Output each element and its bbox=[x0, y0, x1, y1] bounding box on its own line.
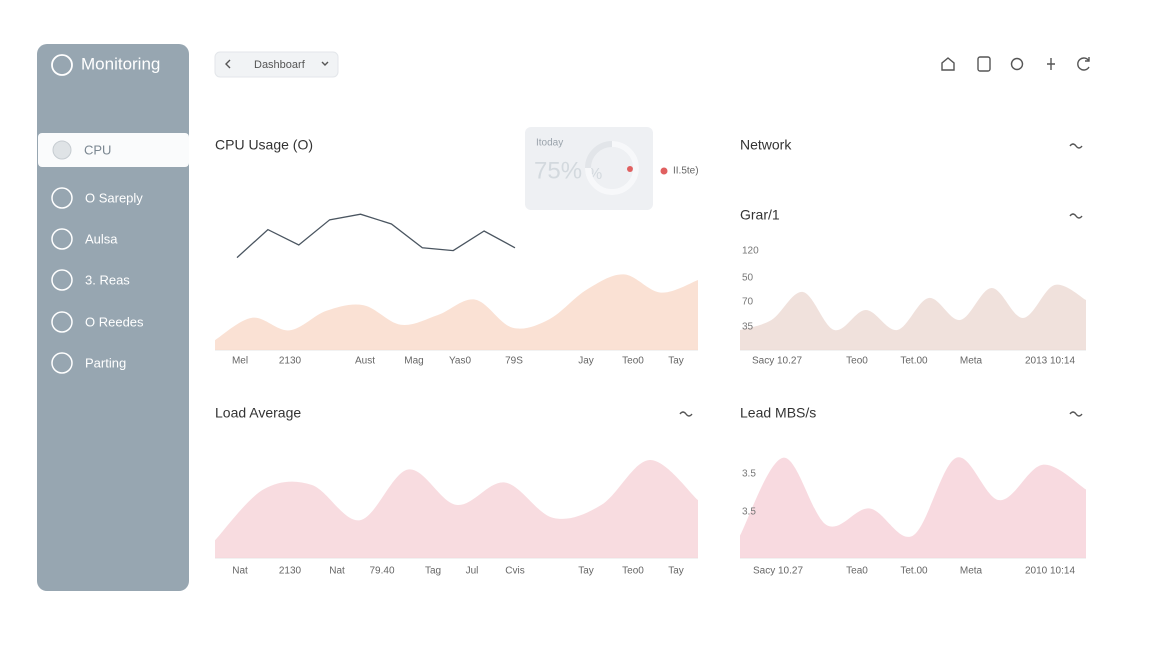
gauge-arc bbox=[585, 141, 639, 195]
x-tick-label: 2013 10:14 bbox=[1025, 356, 1075, 367]
logo bbox=[51, 54, 73, 76]
gauge-dot bbox=[627, 166, 633, 172]
nav-icon bbox=[52, 140, 72, 160]
x-tick-label: Tet.00 bbox=[900, 356, 928, 367]
x-tick-label: Nat bbox=[329, 566, 345, 577]
nav-item[interactable]: Aulsa bbox=[85, 231, 118, 246]
x-tick-label: Teo0 bbox=[846, 356, 868, 367]
area bbox=[740, 284, 1086, 350]
x-tick-label: Meta bbox=[960, 356, 983, 367]
panel-subtitle: Grar/1 bbox=[740, 207, 780, 223]
x-tick-label: Meta bbox=[960, 566, 983, 577]
breadcrumb-text: Dashboarf bbox=[254, 59, 306, 71]
x-tick-label: 79S bbox=[505, 356, 523, 367]
y-tick-label: 3.5 bbox=[742, 507, 756, 518]
toolbar-icons[interactable] bbox=[941, 56, 1090, 72]
gauge-value: 75% bbox=[534, 157, 582, 184]
x-tick-label: Tay bbox=[578, 566, 594, 577]
x-tick-label: Tay bbox=[668, 356, 684, 367]
legend-text: II.5te) bbox=[673, 166, 699, 177]
x-tick-label: Sacy 10.27 bbox=[753, 566, 803, 577]
x-tick-label: Mag bbox=[404, 356, 423, 367]
x-tick-label: 2130 bbox=[279, 566, 302, 577]
nav-item[interactable]: O Reedes bbox=[85, 314, 144, 329]
breadcrumb[interactable] bbox=[214, 51, 339, 78]
nav-item[interactable]: Parting bbox=[85, 355, 126, 370]
x-tick-label: 2010 10:14 bbox=[1025, 566, 1075, 577]
app-title: Monitoring bbox=[81, 54, 160, 73]
panel-title: Lead MBS/s bbox=[740, 405, 816, 421]
x-tick-label: Tag bbox=[425, 566, 441, 577]
x-tick-label: Sacy 10.27 bbox=[752, 356, 802, 367]
x-tick-label: Tet.00 bbox=[900, 566, 928, 577]
panel-title: CPU Usage (O) bbox=[215, 137, 313, 153]
breadcrumb-arrows bbox=[225, 59, 329, 69]
line bbox=[236, 213, 516, 259]
panel-title: Load Average bbox=[215, 405, 301, 421]
x-tick-label: Jul bbox=[466, 566, 479, 577]
x-tick-label: Teo0 bbox=[622, 356, 644, 367]
x-tick-label: Aust bbox=[355, 356, 375, 367]
x-tick-label: Tea0 bbox=[846, 566, 868, 577]
x-tick-label: Cvis bbox=[505, 566, 524, 577]
nav-item[interactable]: 3. Reas bbox=[85, 272, 130, 287]
nav-icons bbox=[51, 187, 73, 374]
y-tick-label: 3.5 bbox=[742, 469, 756, 480]
x-tick-label: Nat bbox=[232, 566, 248, 577]
x-tick-label: Mel bbox=[232, 356, 248, 367]
x-tick-label: 79.40 bbox=[369, 566, 394, 577]
panel-title: Network bbox=[740, 137, 792, 153]
nav-item[interactable]: O Sareply bbox=[85, 190, 143, 205]
x-tick-label: Yas0 bbox=[449, 356, 471, 367]
nav-active[interactable] bbox=[38, 133, 189, 167]
y-tick-label: 35 bbox=[742, 322, 754, 333]
x-tick-label: 2130 bbox=[279, 356, 302, 367]
x-tick-label: Jay bbox=[578, 356, 594, 367]
nav-item[interactable]: CPU bbox=[84, 142, 111, 157]
y-tick-label: 50 bbox=[742, 273, 754, 284]
legend-dot bbox=[660, 167, 668, 175]
panel-menu[interactable] bbox=[679, 143, 1083, 417]
gauge-label: Itoday bbox=[536, 138, 563, 149]
x-tick-label: Teo0 bbox=[622, 566, 644, 577]
sidebar bbox=[37, 44, 189, 591]
y-tick-label: 120 bbox=[742, 246, 759, 257]
y-tick-label: 70 bbox=[742, 297, 754, 308]
area bbox=[740, 457, 1086, 558]
area bbox=[215, 460, 698, 558]
x-tick-label: Tay bbox=[668, 566, 684, 577]
area bbox=[215, 274, 698, 350]
